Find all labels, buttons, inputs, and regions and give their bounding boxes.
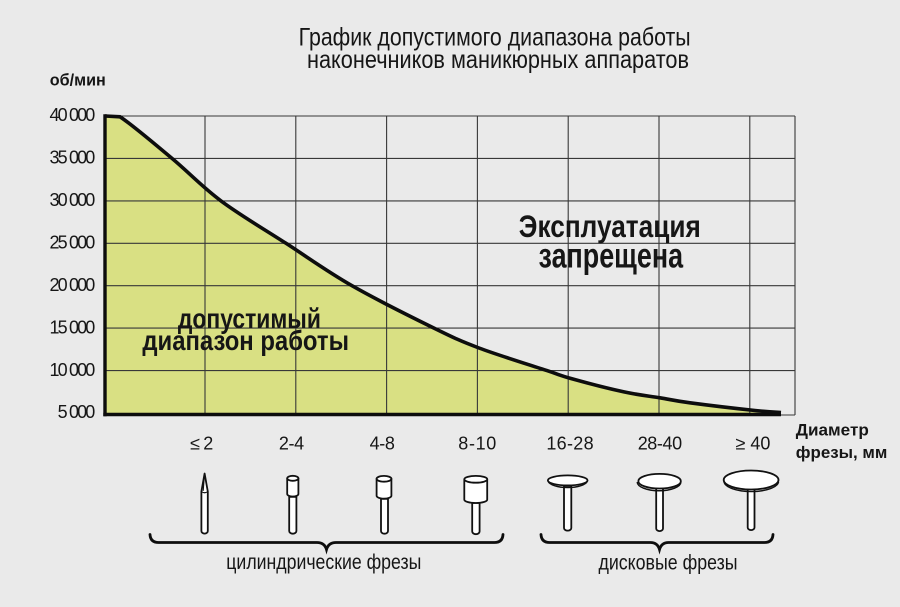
- svg-text:диапазон работы: диапазон работы: [142, 325, 349, 356]
- svg-text:20 000: 20 000: [50, 275, 96, 295]
- svg-text:Эксплуатация: Эксплуатация: [519, 208, 701, 244]
- svg-text:8-10: 8-10: [458, 434, 496, 454]
- svg-text:15 000: 15 000: [50, 317, 96, 337]
- svg-text:35 000: 35 000: [50, 148, 96, 168]
- svg-text:30 000: 30 000: [50, 190, 96, 210]
- svg-text:4-8: 4-8: [370, 434, 395, 454]
- svg-text:40 000: 40 000: [50, 105, 96, 125]
- svg-text:запрещена: запрещена: [539, 235, 684, 275]
- svg-text:допустимый: допустимый: [178, 303, 321, 334]
- svg-text:28-40: 28-40: [638, 434, 682, 454]
- svg-text:об/мин: об/мин: [50, 71, 106, 90]
- svg-text:Диаметр: Диаметр: [796, 421, 869, 440]
- svg-text:5 000: 5 000: [58, 402, 96, 422]
- svg-text:10 000: 10 000: [50, 360, 96, 380]
- svg-text:График допустимого диапазона р: График допустимого диапазона работы: [299, 24, 691, 52]
- svg-text:25 000: 25 000: [50, 233, 96, 253]
- svg-text:2-4: 2-4: [279, 434, 304, 454]
- svg-text:16-28: 16-28: [546, 434, 593, 454]
- svg-text:≤ 2: ≤ 2: [190, 434, 213, 454]
- svg-text:наконечников маникюрных аппара: наконечников маникюрных аппаратов: [307, 46, 689, 74]
- svg-text:фрезы, мм: фрезы, мм: [796, 443, 888, 462]
- svg-text:цилиндрические фрезы: цилиндрические фрезы: [226, 550, 421, 574]
- svg-text:≥ 40: ≥ 40: [736, 434, 771, 454]
- svg-text:дисковые фрезы: дисковые фрезы: [599, 551, 738, 575]
